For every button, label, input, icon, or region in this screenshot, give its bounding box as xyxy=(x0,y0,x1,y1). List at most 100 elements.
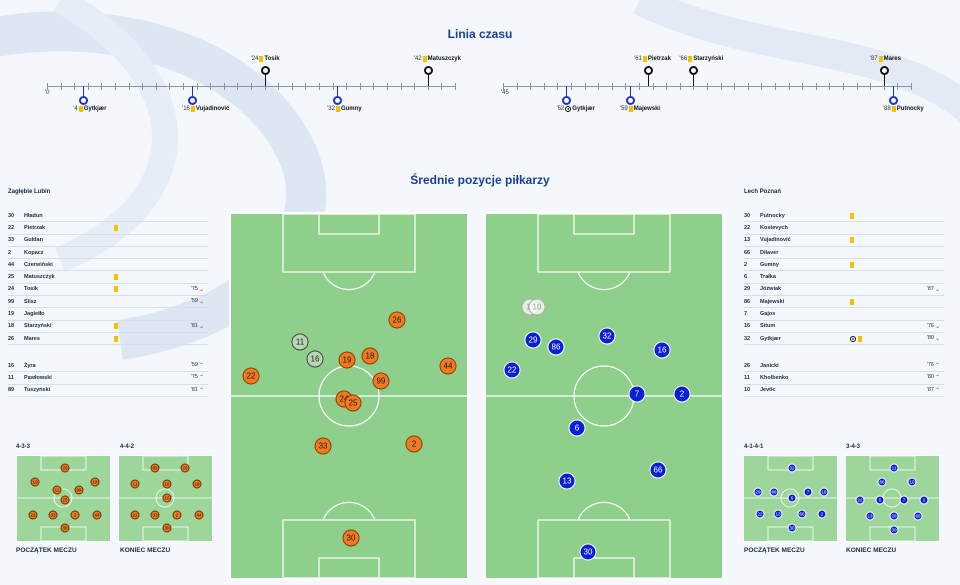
yellow-card-icon xyxy=(850,298,854,305)
yellow-card-icon xyxy=(850,261,854,268)
player-number: 29 xyxy=(744,286,751,293)
player-marker[interactable]: 16 xyxy=(653,341,671,359)
player-marker[interactable]: 25 xyxy=(344,394,362,412)
yellow-card-icon xyxy=(858,335,862,342)
timeline-tick xyxy=(441,83,443,90)
formation-player-marker: 66 xyxy=(797,509,807,519)
formation-player-marker: 19 xyxy=(30,477,40,487)
timeline-tick xyxy=(666,83,668,90)
player-marker[interactable]: 2 xyxy=(405,435,423,453)
lineup-row: 18 Starzyński '81 ⌄ xyxy=(8,321,208,333)
timeline-start-label: '45 xyxy=(501,90,509,96)
event-minute: '88 xyxy=(882,106,891,112)
timeline-tick xyxy=(237,83,239,90)
player-marker[interactable]: 6 xyxy=(568,419,586,437)
lineup-row: 2 Kopacz xyxy=(8,247,208,260)
substitution-minute: '59 xyxy=(190,362,198,369)
player-marker[interactable]: 66 xyxy=(649,461,667,479)
timeline-tick xyxy=(775,83,776,90)
event-player-name: Gytkjær xyxy=(572,106,595,112)
player-name: Putnocky xyxy=(760,212,785,219)
timeline-tick xyxy=(679,83,681,90)
player-event-icons xyxy=(850,212,900,219)
player-number: 19 xyxy=(8,311,15,318)
formation-player-marker: 18 xyxy=(90,477,100,487)
lineup-row: 33 Guldan xyxy=(8,235,208,247)
timeline-tick xyxy=(169,83,171,90)
timeline-tick xyxy=(427,83,429,90)
formation-player-marker: 26 xyxy=(60,463,70,473)
player-marker[interactable]: 22 xyxy=(242,367,260,385)
player-marker[interactable]: 29 xyxy=(524,331,542,349)
timeline-tick xyxy=(101,83,103,90)
formation-player-marker: 13 xyxy=(773,509,783,519)
timeline-tick xyxy=(251,83,252,90)
player-marker[interactable]: 33 xyxy=(314,437,332,455)
timeline-tick xyxy=(571,83,572,90)
timeline-event-label: '66 Starzyński xyxy=(679,56,723,62)
timeline-tick xyxy=(584,83,586,90)
player-marker[interactable]: 99 xyxy=(372,372,390,390)
timeline-tick xyxy=(693,83,695,90)
player-marker[interactable]: 10 xyxy=(528,298,546,316)
player-marker[interactable]: 30 xyxy=(342,529,360,547)
formation-player-marker: 44 xyxy=(92,510,102,520)
player-number: 18 xyxy=(8,323,15,330)
timeline-tick xyxy=(455,83,456,90)
timeline-start-label: '0 xyxy=(45,90,50,96)
event-player-name: Putnocky xyxy=(896,106,924,112)
timeline-pin-stem xyxy=(892,86,894,98)
timeline-pin-icon xyxy=(644,66,654,75)
yellow-card-icon xyxy=(114,274,118,281)
player-name: Kostevych xyxy=(760,224,788,231)
lineup-row: 16 Situm '76 ⌄ xyxy=(744,321,944,333)
player-marker[interactable]: 2 xyxy=(673,385,691,403)
timeline-tick xyxy=(843,83,844,90)
player-marker[interactable]: 26 xyxy=(388,311,406,329)
player-marker[interactable]: 44 xyxy=(439,357,457,375)
formation-player-marker: 6 xyxy=(787,493,797,503)
player-marker[interactable]: 19 xyxy=(338,351,356,369)
player-number: 30 xyxy=(744,212,751,219)
player-marker[interactable]: 16 xyxy=(306,350,324,368)
timeline-tick xyxy=(530,83,532,90)
player-name: Gytkjær xyxy=(760,335,781,342)
substitution-minute: '59 xyxy=(190,298,198,305)
substitution-cell: '59 ⌃ xyxy=(164,362,204,369)
sub-off-icon: ⌄ xyxy=(198,323,204,330)
substitution-cell: '80 ⌄ xyxy=(900,335,940,342)
formation-player-marker: 22 xyxy=(130,510,140,520)
timeline-event-label: '32 Gumny xyxy=(327,106,362,112)
player-marker[interactable]: 11 xyxy=(291,333,309,351)
formation-player-marker: 2 xyxy=(919,495,929,505)
home-formation-end-pitch: 89 26 11 16 19 16 22 33 2 44 30 xyxy=(118,455,213,542)
event-minute: '4 xyxy=(73,106,78,112)
player-event-icons xyxy=(114,335,164,342)
formation-player-marker: 6 xyxy=(875,495,885,505)
player-marker[interactable]: 18 xyxy=(361,347,379,365)
player-marker[interactable]: 32 xyxy=(598,327,616,345)
substitution-minute: '75 xyxy=(190,374,198,381)
player-marker[interactable]: 22 xyxy=(503,361,521,379)
lineup-row: 89 Tuszyński '81 ⌃ xyxy=(8,385,208,397)
player-event-icons: ● xyxy=(850,335,900,342)
timeline-tick xyxy=(516,83,518,90)
timeline-tick xyxy=(128,83,130,90)
formation-player-marker: 29 xyxy=(753,487,763,497)
player-number: 2 xyxy=(8,249,12,256)
event-player-name: Tosik xyxy=(264,56,280,62)
player-marker[interactable]: 13 xyxy=(558,472,576,490)
player-marker[interactable]: 86 xyxy=(547,338,565,356)
player-marker[interactable]: 7 xyxy=(628,385,646,403)
player-number: 30 xyxy=(8,212,15,219)
formation-player-marker: 22 xyxy=(755,509,765,519)
timeline-pin-stem xyxy=(337,86,339,98)
player-name: Pietrzak xyxy=(24,224,46,231)
player-number: 66 xyxy=(744,249,751,256)
player-marker[interactable]: 30 xyxy=(579,543,597,561)
lineup-row: 26 Janicki '76 ⌃ xyxy=(744,360,944,373)
timeline-tick xyxy=(223,83,225,90)
timeline-event-label: '52 ● Gytkjær xyxy=(556,106,595,112)
timeline-pin-stem xyxy=(693,71,695,86)
sub-off-icon: ⌄ xyxy=(934,336,940,343)
